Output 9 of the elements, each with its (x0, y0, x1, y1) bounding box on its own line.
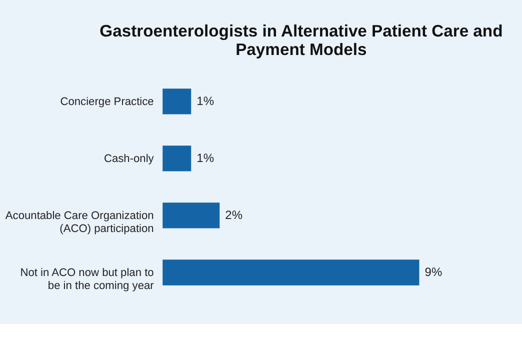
y-tick-label: Acountable Care Organization (ACO) participation (5, 210, 154, 236)
data-label: 1% (196, 151, 214, 166)
y-tick-label: Concierge Practice (60, 96, 154, 108)
data-label: 2% (225, 208, 243, 222)
chart-title: Gastroenterologists in Alternative Patient Care and Payment Models (100, 21, 503, 59)
data-label: 9% (424, 265, 442, 280)
y-tick-label: Not in ACO now but plan to be in the coming year (20, 267, 154, 292)
y-tick-label: Cash-only (104, 153, 154, 166)
data-label: 1% (196, 94, 214, 108)
